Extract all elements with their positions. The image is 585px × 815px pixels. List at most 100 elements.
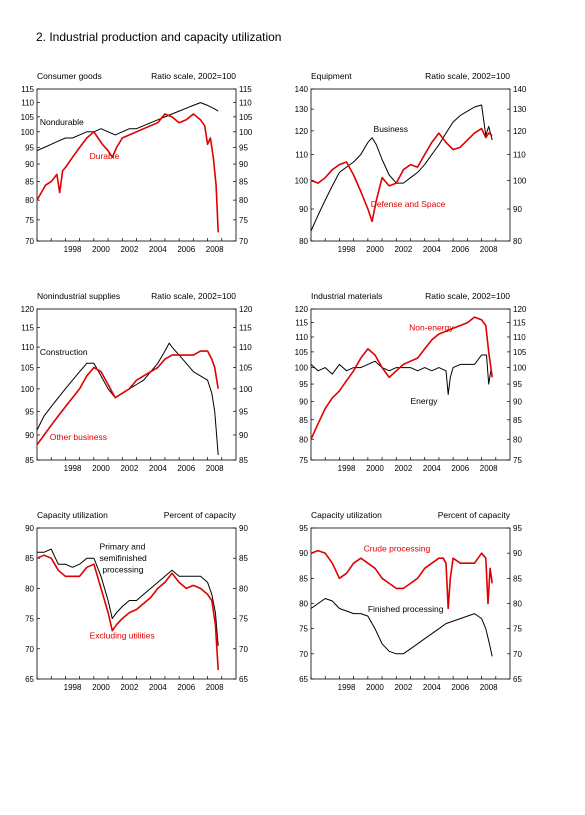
y-tick-label-left: 105	[21, 363, 35, 372]
y-tick-label-right: 130	[513, 105, 527, 114]
y-tick-label-left: 105	[295, 348, 309, 357]
y-tick-label-right: 120	[513, 305, 527, 314]
x-tick-label: 2000	[366, 464, 384, 473]
series-line	[310, 316, 493, 440]
y-tick-label-left: 120	[21, 305, 35, 314]
y-tick-label-left: 85	[25, 554, 34, 563]
y-tick-label-left: 75	[299, 625, 308, 634]
x-tick-label: 2000	[92, 245, 110, 254]
y-tick-label-right: 115	[513, 319, 526, 328]
y-tick-label-left: 130	[295, 105, 309, 114]
chart-title: Consumer goods	[37, 71, 102, 81]
y-tick-label-left: 85	[299, 416, 308, 425]
y-tick-label-right: 75	[513, 625, 522, 634]
y-tick-label-right: 85	[513, 416, 522, 425]
y-tick-label-left: 140	[295, 85, 309, 94]
series-label: semifinished	[100, 553, 148, 563]
series-line	[310, 549, 493, 610]
x-tick-label: 1998	[338, 245, 356, 254]
y-tick-label-right: 100	[239, 128, 253, 137]
x-tick-label: 2002	[394, 683, 412, 692]
y-tick-label-left: 75	[299, 456, 308, 465]
y-tick-label-left: 80	[299, 237, 308, 246]
series-label: Energy	[411, 396, 439, 406]
y-tick-label-left: 90	[25, 431, 34, 440]
y-tick-label-right: 90	[239, 431, 248, 440]
x-tick-label: 2006	[451, 245, 469, 254]
x-tick-label: 2002	[120, 683, 138, 692]
x-tick-label: 2006	[177, 464, 195, 473]
series-label: Nondurable	[40, 117, 84, 127]
x-tick-label: 1998	[338, 683, 356, 692]
x-tick-label: 2008	[206, 245, 224, 254]
y-tick-label-left: 105	[21, 113, 35, 122]
y-tick-label-right: 70	[513, 650, 522, 659]
y-tick-label-right: 95	[239, 407, 248, 416]
y-tick-label-left: 90	[25, 524, 34, 533]
y-tick-label-left: 115	[21, 85, 34, 94]
chart-title: Capacity utilization	[311, 510, 382, 520]
x-tick-label: 2004	[423, 683, 441, 692]
chart-title: Nonindustrial supplies	[37, 291, 120, 301]
series-line	[310, 127, 493, 223]
series-line	[310, 354, 493, 395]
y-tick-label-right: 115	[239, 324, 252, 333]
y-tick-label-right: 75	[239, 216, 248, 225]
y-tick-label-right: 85	[239, 178, 248, 187]
x-tick-label: 2006	[177, 245, 195, 254]
y-tick-label-right: 100	[513, 176, 527, 185]
x-tick-label: 2004	[149, 464, 167, 473]
x-tick-label: 2008	[480, 245, 498, 254]
y-tick-label-right: 80	[239, 196, 248, 205]
y-tick-label-left: 100	[21, 385, 35, 394]
y-tick-label-left: 95	[25, 143, 34, 152]
y-tick-label-left: 110	[21, 99, 34, 108]
y-tick-label-right: 65	[239, 675, 248, 684]
chart-unit-label: Percent of capacity	[438, 510, 511, 520]
x-tick-label: 2008	[206, 464, 224, 473]
series-label: Excluding utilities	[90, 631, 155, 641]
y-tick-label-right: 85	[239, 456, 248, 465]
series-label: Finished processing	[368, 604, 444, 614]
page-title: 2. Industrial production and capacity ut…	[36, 30, 282, 44]
y-tick-label-right: 115	[239, 85, 252, 94]
y-tick-label-left: 80	[25, 584, 34, 593]
chart-unit-label: Ratio scale, 2002=100	[151, 71, 236, 81]
y-tick-label-left: 110	[295, 333, 308, 342]
series-label: processing	[102, 565, 143, 575]
series-line	[36, 102, 219, 152]
y-tick-label-left: 65	[299, 675, 308, 684]
y-tick-label-left: 90	[299, 397, 308, 406]
y-tick-label-right: 80	[513, 435, 522, 444]
y-tick-label-left: 120	[295, 305, 309, 314]
series-label: Construction	[40, 347, 88, 357]
y-tick-label-right: 140	[513, 85, 527, 94]
series-label: Other business	[50, 432, 107, 442]
y-tick-label-right: 110	[239, 99, 252, 108]
y-tick-label-left: 70	[25, 237, 34, 246]
y-tick-label-right: 110	[513, 151, 526, 160]
y-tick-label-right: 75	[513, 456, 522, 465]
y-tick-label-left: 65	[25, 675, 34, 684]
y-tick-label-right: 90	[239, 160, 248, 169]
y-tick-label-left: 120	[295, 127, 309, 136]
series-line	[36, 350, 219, 446]
x-tick-label: 2002	[394, 464, 412, 473]
y-tick-label-left: 115	[295, 319, 308, 328]
y-tick-label-right: 100	[239, 385, 253, 394]
series-label: Non-energy	[409, 322, 454, 332]
series-label: Defense and Space	[371, 199, 446, 209]
y-tick-label-right: 110	[239, 343, 252, 352]
x-tick-label: 2004	[149, 245, 167, 254]
y-tick-label-right: 70	[239, 645, 248, 654]
series-line	[36, 113, 219, 233]
y-tick-label-left: 90	[299, 205, 308, 214]
y-tick-label-left: 110	[21, 343, 34, 352]
x-tick-label: 1998	[64, 683, 82, 692]
y-tick-label-left: 70	[25, 645, 34, 654]
y-tick-label-left: 75	[25, 615, 34, 624]
y-tick-label-right: 90	[513, 549, 522, 558]
x-tick-label: 2002	[120, 245, 138, 254]
y-tick-label-left: 80	[25, 196, 34, 205]
